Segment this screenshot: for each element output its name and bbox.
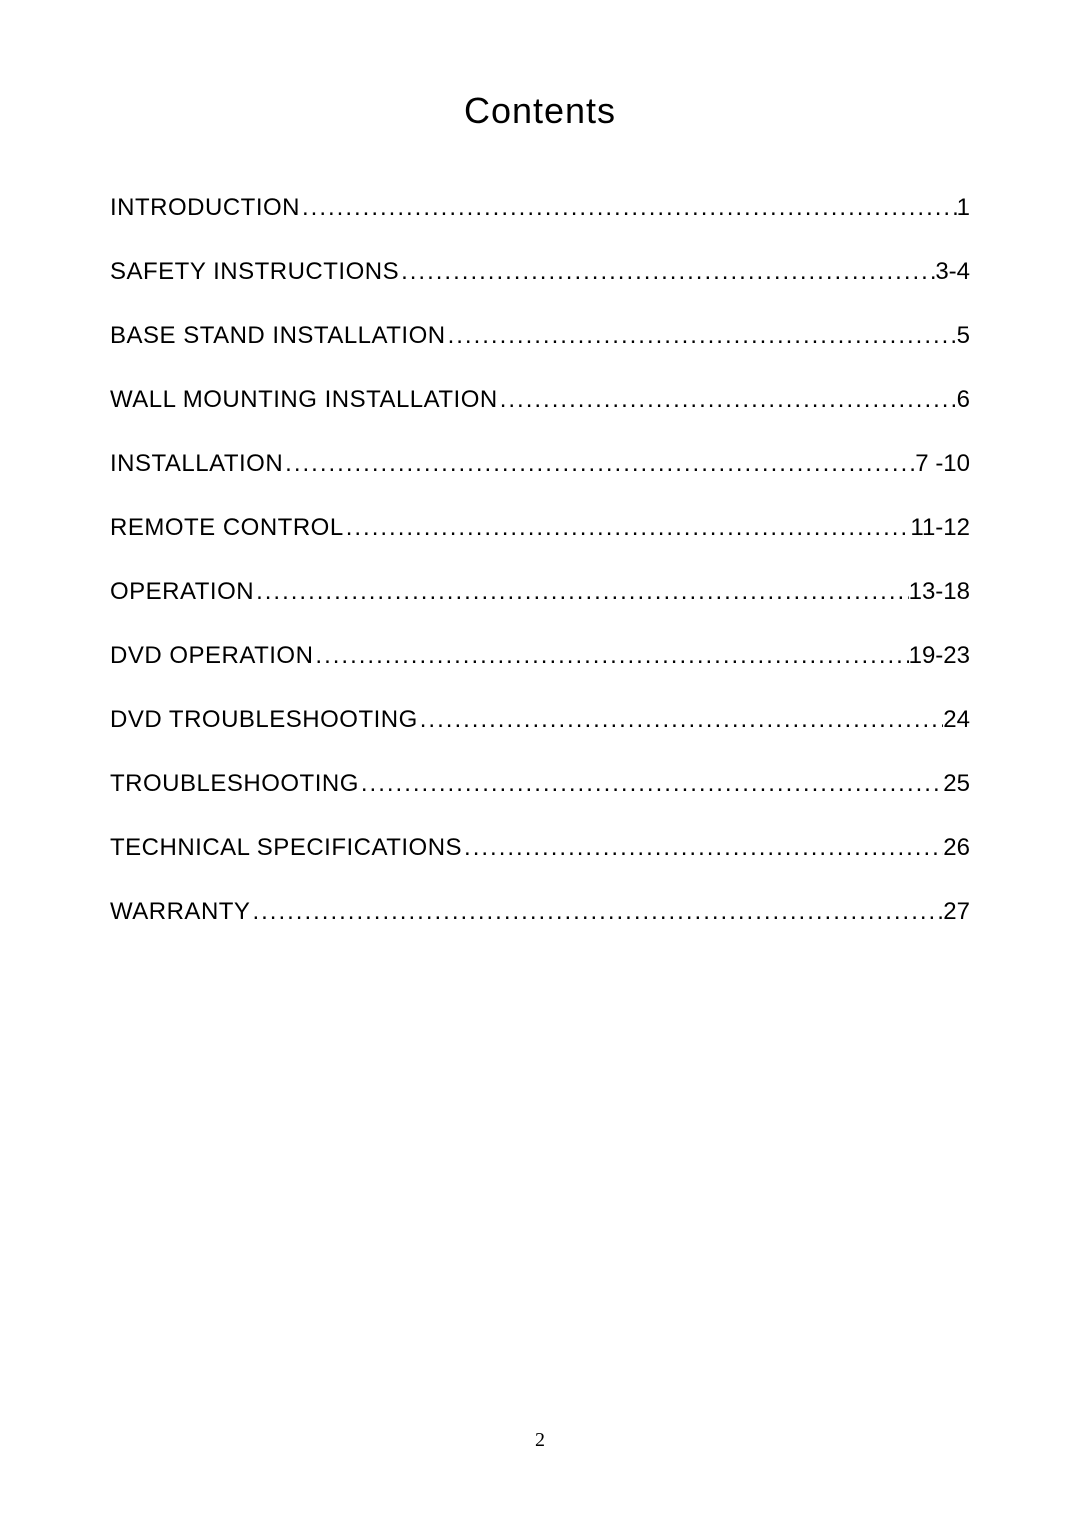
toc-label: DVD TROUBLESHOOTING	[110, 706, 418, 734]
toc-label: WALL MOUNTING INSTALLATION	[110, 386, 498, 414]
toc-entry: OPERATION 13-18	[110, 578, 970, 606]
toc-entry: SAFETY INSTRUCTIONS 3-4	[110, 258, 970, 286]
toc-entry: TECHNICAL SPECIFICATIONS 26	[110, 834, 970, 862]
toc-page-number: 6	[957, 386, 970, 414]
table-of-contents: INTRODUCTION 1 SAFETY INSTRUCTIONS 3-4 BASE …	[110, 194, 970, 926]
toc-label: REMOTE CONTROL	[110, 514, 344, 542]
document-page: Contents INTRODUCTION 1 SAFETY INSTRUCTION…	[0, 0, 1080, 1532]
contents-title: Contents	[110, 90, 970, 132]
toc-leader-dots	[359, 770, 943, 798]
toc-leader-dots	[462, 834, 943, 862]
toc-leader-dots	[300, 194, 957, 222]
toc-label: BASE STAND INSTALLATION	[110, 322, 446, 350]
toc-label: DVD OPERATION	[110, 642, 313, 670]
toc-page-number: 27	[943, 898, 970, 926]
toc-page-number: 5	[957, 322, 970, 350]
toc-entry: REMOTE CONTROL 11-12	[110, 514, 970, 542]
toc-entry: INTRODUCTION 1	[110, 194, 970, 222]
toc-page-number: 11-12	[910, 514, 970, 542]
toc-leader-dots	[344, 514, 911, 542]
toc-leader-dots	[446, 322, 957, 350]
toc-label: TROUBLESHOOTING	[110, 770, 359, 798]
toc-page-number: 7 -10	[915, 450, 970, 478]
toc-entry: DVD OPERATION 19-23	[110, 642, 970, 670]
toc-page-number: 1	[957, 194, 970, 222]
toc-leader-dots	[498, 386, 957, 414]
toc-label: INSTALLATION	[110, 450, 283, 478]
toc-label: WARRANTY	[110, 898, 250, 926]
toc-entry: WALL MOUNTING INSTALLATION 6	[110, 386, 970, 414]
toc-leader-dots	[283, 450, 915, 478]
toc-label: OPERATION	[110, 578, 254, 606]
toc-leader-dots	[399, 258, 935, 286]
toc-label: SAFETY INSTRUCTIONS	[110, 258, 399, 286]
toc-label: INTRODUCTION	[110, 194, 300, 222]
toc-label: TECHNICAL SPECIFICATIONS	[110, 834, 462, 862]
toc-page-number: 3-4	[935, 258, 970, 286]
toc-entry: DVD TROUBLESHOOTING 24	[110, 706, 970, 734]
toc-entry: WARRANTY 27	[110, 898, 970, 926]
toc-leader-dots	[250, 898, 943, 926]
toc-leader-dots	[418, 706, 944, 734]
toc-entry: BASE STAND INSTALLATION 5	[110, 322, 970, 350]
page-number: 2	[0, 1429, 1080, 1452]
toc-page-number: 25	[943, 770, 970, 798]
toc-page-number: 24	[943, 706, 970, 734]
toc-leader-dots	[254, 578, 909, 606]
toc-page-number: 13-18	[909, 578, 970, 606]
toc-leader-dots	[313, 642, 908, 670]
toc-entry: INSTALLATION 7 -10	[110, 450, 970, 478]
toc-page-number: 26	[943, 834, 970, 862]
toc-entry: TROUBLESHOOTING 25	[110, 770, 970, 798]
toc-page-number: 19-23	[909, 642, 970, 670]
